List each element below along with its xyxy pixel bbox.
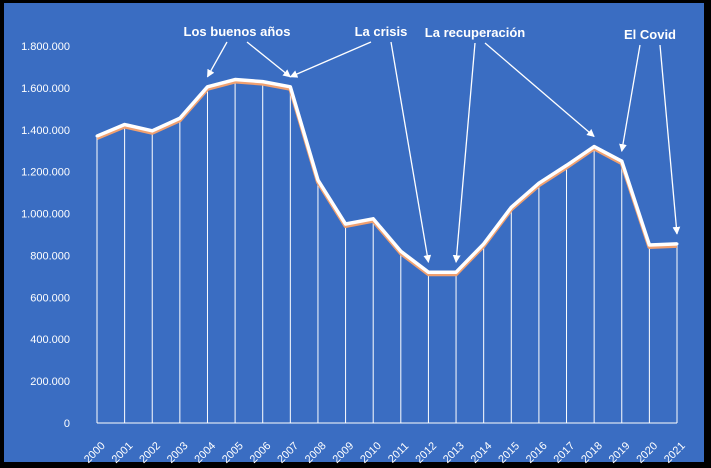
annotation-label: Los buenos años [184,24,291,39]
y-tick-label: 600.000 [30,292,70,304]
data-point [509,205,513,209]
y-tick-label: 1.400.000 [21,125,70,137]
data-point [592,145,596,149]
annotation-arrow [484,42,595,138]
annotation-label: El Covid [624,27,676,42]
data-point [371,217,375,221]
y-tick-label: 0 [64,418,70,430]
annotation-arrow [659,44,681,235]
data-point [288,85,292,89]
data-point [454,270,458,274]
annotation-arrow [289,41,372,78]
y-tick-label: 1.000.000 [21,209,70,221]
data-point [261,80,265,84]
data-point [482,242,486,246]
y-tick-label: 800.000 [30,250,70,262]
data-point [344,222,348,226]
y-tick-label: 400.000 [30,334,70,346]
y-tick-label: 200.000 [30,376,70,388]
annotation-arrow [390,41,432,263]
y-tick-label: 1.600.000 [21,83,70,95]
data-point [426,270,430,274]
data-point [647,243,651,247]
data-point [675,242,679,246]
y-tick-label: 1.200.000 [21,167,70,179]
data-point [178,116,182,120]
annotation-label: La crisis [355,24,408,39]
series-line [96,77,678,274]
y-tick-label: 1.800.000 [21,41,70,53]
chart-background [4,3,704,462]
data-point [123,123,127,127]
data-point [316,178,320,182]
data-point [620,159,624,163]
annotation-arrow [206,41,228,78]
data-point [95,134,99,138]
data-point [150,129,154,133]
data-point [399,249,403,253]
annotation-label: La recuperación [425,25,525,40]
annotation-arrow [452,42,476,263]
annotation-arrow [619,44,641,152]
data-point [565,163,569,167]
annotation-arrow [246,41,291,78]
data-point [233,78,237,82]
data-point [537,181,541,185]
data-point [205,85,209,89]
